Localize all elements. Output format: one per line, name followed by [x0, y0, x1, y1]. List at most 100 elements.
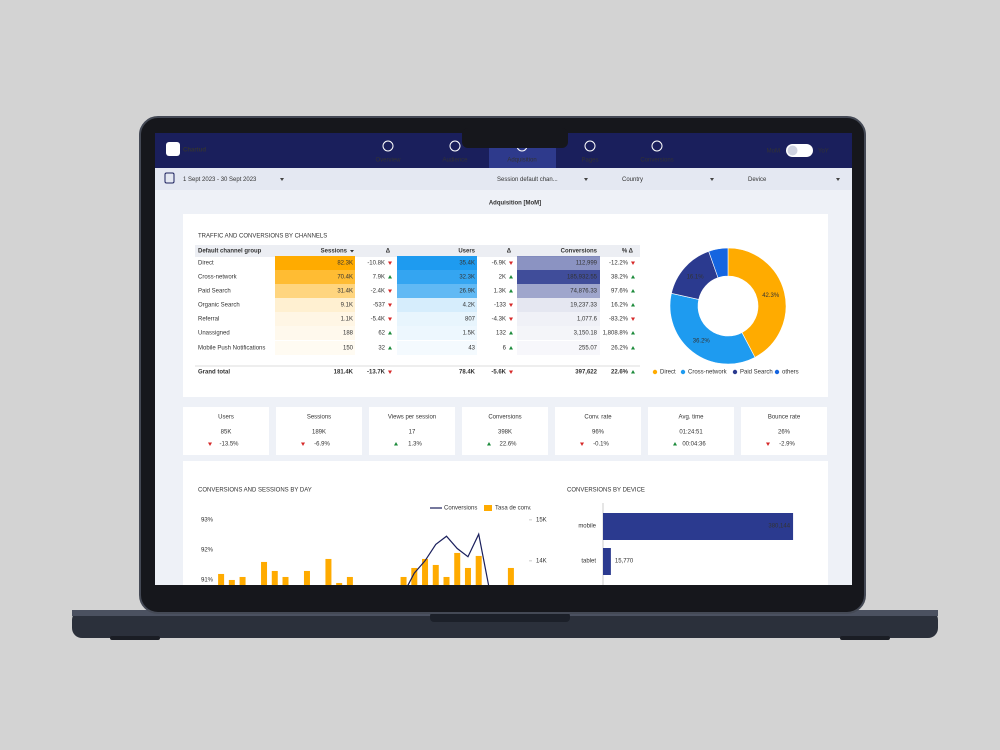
heat-cell [397, 298, 477, 312]
dropdown-caret[interactable] [836, 178, 840, 181]
arrow-up [631, 289, 635, 293]
table-cell: 1,077.6 [577, 317, 598, 323]
heat-cell [517, 284, 600, 298]
nav-item: Conversions [640, 158, 673, 164]
kpi-value: 26% [778, 430, 791, 436]
arrow-down [388, 317, 392, 321]
arrow-down [580, 442, 584, 446]
table-cell: 255.07 [579, 346, 598, 352]
heat-cell [397, 270, 477, 284]
total-cell: -5.6K [491, 370, 506, 376]
table-row-label: Cross-network [198, 275, 238, 281]
heat-cell [275, 298, 355, 312]
heat-cell [397, 326, 477, 340]
filter: Device [748, 177, 767, 183]
table-cell: 150 [343, 346, 354, 352]
table-header: Δ [386, 249, 391, 255]
bar [218, 573, 225, 585]
kpi-label: Conv. rate [584, 415, 612, 421]
table-cell: 6 [503, 346, 507, 352]
table-cell: 26.9K [459, 289, 475, 295]
toggle-knob [787, 145, 798, 156]
heat-cell [517, 326, 600, 340]
foot [840, 636, 890, 640]
table-cell: -6.9K [492, 261, 506, 267]
table-cell: 3,150.18 [574, 331, 598, 337]
bar [603, 513, 794, 540]
dropdown-caret[interactable] [710, 178, 714, 181]
heat-cell [397, 256, 477, 270]
kpi-value: 398K [498, 430, 512, 436]
filter: Country [622, 177, 643, 183]
arrow-up [509, 331, 513, 335]
chart-title: CONVERSIONS AND SESSIONS BY DAY [198, 488, 312, 494]
table-cell: 188 [343, 331, 354, 337]
donut-label: 42.3% [762, 293, 780, 299]
heat-cell [517, 270, 600, 284]
bar [432, 564, 439, 585]
arrow-down [509, 370, 513, 374]
total-cell: 22.6% [611, 370, 629, 376]
dropdown-caret[interactable] [280, 178, 284, 181]
data-label: 380,144 [768, 524, 790, 530]
legend-label: Paid Search [740, 370, 773, 376]
table-cell: 19,237.33 [570, 303, 597, 309]
arrow-down [301, 442, 305, 446]
bar [507, 567, 514, 585]
table-header: % Δ [622, 249, 634, 255]
arrow-up [631, 370, 635, 374]
table-header: Δ [507, 249, 512, 255]
nav-item: Audience [442, 158, 468, 164]
table-row-label: Paid Search [198, 289, 231, 295]
arrow-down [388, 261, 392, 265]
arrow-down [388, 303, 392, 307]
table-cell: 38.2% [611, 275, 629, 281]
table-cell: 26.2% [611, 346, 629, 352]
bar [422, 558, 429, 585]
legend-swatch [484, 505, 492, 511]
kpi-label: Avg. time [679, 415, 705, 421]
arrow-up [631, 346, 635, 350]
arrow-up [388, 346, 392, 350]
foot [110, 636, 160, 640]
heat-cell [517, 341, 600, 355]
arrow-down [509, 317, 513, 321]
heat-cell [275, 284, 355, 298]
kpi-card [555, 407, 641, 455]
logo-icon [166, 142, 180, 156]
bar [325, 558, 332, 585]
bar [454, 552, 461, 585]
dropdown-caret[interactable] [584, 178, 588, 181]
table-cell: 97.6% [611, 289, 629, 295]
table-cell: 112,999 [576, 261, 598, 267]
y2-tick-label: 14K [536, 558, 547, 564]
kpi-card [276, 407, 362, 455]
table-cell: 74,876.33 [570, 289, 597, 295]
table-cell: -10.8K [367, 261, 385, 267]
kpi-card [741, 407, 827, 455]
total-label: Grand total [198, 370, 230, 376]
data-label: 15,770 [615, 559, 634, 565]
category-label: mobile [578, 524, 596, 530]
bar [228, 579, 235, 585]
table-cell: 1,808.8% [603, 331, 629, 337]
y-tick-label: 92% [201, 548, 214, 554]
arrow-down [631, 317, 635, 321]
arrow-up [631, 303, 635, 307]
kpi-label: Conversions [488, 415, 521, 421]
legend-label: Cross-network [688, 370, 728, 376]
bar [261, 561, 268, 585]
arrow-up [631, 331, 635, 335]
legend-swatch [680, 369, 686, 375]
table-cell: 2K [499, 275, 506, 281]
table-cell: 1.1K [341, 317, 353, 323]
kpi-card [648, 407, 734, 455]
nav-item: Adquisition [507, 158, 536, 164]
heat-cell [397, 312, 477, 326]
heat-cell [275, 270, 355, 284]
kpi-value: 17 [409, 430, 416, 436]
heat-cell [517, 256, 600, 270]
total-cell: -13.7K [367, 370, 386, 376]
nav-item: Overview [375, 158, 401, 164]
